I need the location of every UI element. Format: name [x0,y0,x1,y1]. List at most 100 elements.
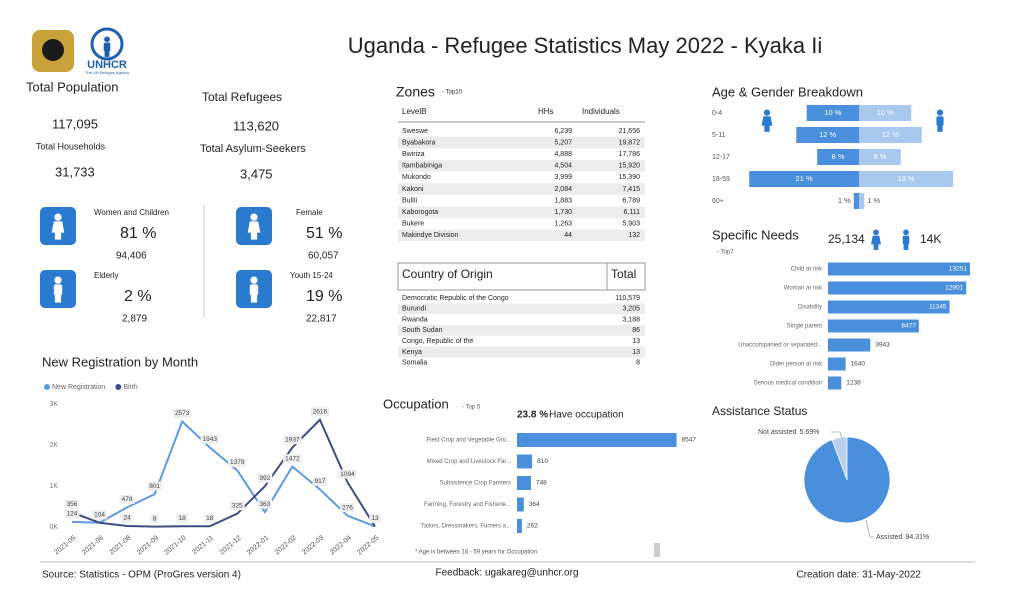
kpi-label: Total Households [36,141,106,151]
kpi-value: 113,620 [233,118,279,133]
y-tick-label: 2K [49,442,58,449]
logo-subtitle: The UN Refugee Agency [85,70,129,75]
x-tick-label: 2021-09 [136,535,160,557]
data-label-bg [369,513,381,523]
demographic-count: 22,817 [306,314,337,325]
y-tick-label: 1K [49,483,58,490]
demographic-count: 60,057 [308,251,339,262]
data-label: 364 [529,501,540,508]
kpi-value: 3,475 [240,166,273,181]
icon-body [902,235,910,245]
data-label: 10 % [877,108,894,117]
icon-body [53,284,63,296]
demographic-count: 94,406 [116,251,147,262]
icon-head [250,276,258,284]
table-cell: Kaborogota [402,209,438,216]
icon-head [54,213,62,221]
bar [853,193,859,209]
data-label-bg [150,514,159,524]
demographic-label: Elderly [94,271,118,280]
data-label-bg [64,499,80,509]
table-cell: 44 [564,232,572,239]
data-label-bg [340,503,355,513]
category-label: Serious medical condition [754,381,822,387]
kpi-value: 31,733 [55,164,95,179]
y-tick-label: 0K [49,524,58,531]
bar [859,127,922,143]
bar [828,338,871,352]
x-tick-label: 2022-04 [329,535,353,557]
x-tick-label: 2021-10 [163,535,187,557]
data-label-bg [200,434,219,444]
table-cell: 86 [632,327,640,334]
data-label: 8477 [901,323,916,330]
row-shade [398,325,645,336]
highlight-value: 23.8 % [517,410,548,421]
category-label: 18-59 [712,176,730,183]
data-label-bg [92,510,107,520]
icon-legs [937,124,943,132]
table-cell: Kakoni [402,186,424,193]
data-label: 21 % [796,174,813,183]
x-tick-label: 2022-01 [246,535,270,557]
bar [817,149,859,165]
table-cell: 15,920 [619,163,641,170]
series-line [71,419,376,528]
bar [828,319,919,333]
data-label-bg [283,435,302,445]
x-tick-label: 2021-05 [53,535,77,557]
table-cell: Mukondo [402,174,431,181]
data-label-bg [176,513,188,523]
icon-body [871,235,881,245]
footer-feedback: Feedback: ugakareg@unhcr.org [435,568,578,579]
data-label: 1379 [230,459,245,466]
data-label: 810 [537,458,548,465]
bar [517,497,524,512]
icon-legs [250,294,258,303]
slice-label: Not assisted [758,429,797,436]
data-label: 325 [232,502,243,509]
row-shade [398,229,645,242]
slice-value: 5.69% [800,429,820,436]
table-cell: Bwiriza [402,151,425,158]
data-label: 104 [94,511,105,518]
chart-title: Assistance Status [712,404,807,418]
legend-label: Birth [123,384,138,391]
data-label: 478 [122,496,133,503]
table-subtitle: - Top10 [442,90,463,96]
page-title: Uganda - Refugee Statistics May 2022 - K… [348,33,822,58]
category-label: Tailors, Dressmakers, Furriers a... [421,524,511,530]
x-tick-label: 2021-06 [81,535,105,557]
row-shade [398,183,645,195]
data-label: 8 % [832,152,845,161]
table-title: Zones [396,84,435,100]
data-label: 13251 [949,266,967,273]
table-header-box [397,262,646,291]
category-label: Woman at risk [784,286,823,292]
table-cell: 8 [636,360,640,367]
bar [828,300,950,314]
legend-marker [44,384,50,390]
bar [828,281,967,295]
data-label-bg [147,481,163,491]
data-label-bg [64,509,80,519]
x-tick-label: 2022-03 [301,535,325,557]
bar [859,149,901,165]
icon-legs [104,50,110,57]
data-label: 748 [536,480,547,487]
icon-legs [764,124,770,132]
data-label-bg [121,513,133,523]
category-label: 12-17 [712,154,730,161]
chart-subtitle: - Top 5 [462,405,481,411]
icon-legs [54,231,62,240]
table-cell: 13 [632,349,640,356]
bar [806,105,859,121]
data-label-bg [338,469,357,479]
slice-label: Assisted [876,534,903,541]
table-header: Country of Origin [402,267,493,281]
chart-title: New Registration by Month [42,354,198,369]
highlight-label: Have occupation [549,410,624,421]
icon-body [247,221,261,233]
row-shade [398,160,645,172]
logo-text: UNHCR [87,59,127,71]
